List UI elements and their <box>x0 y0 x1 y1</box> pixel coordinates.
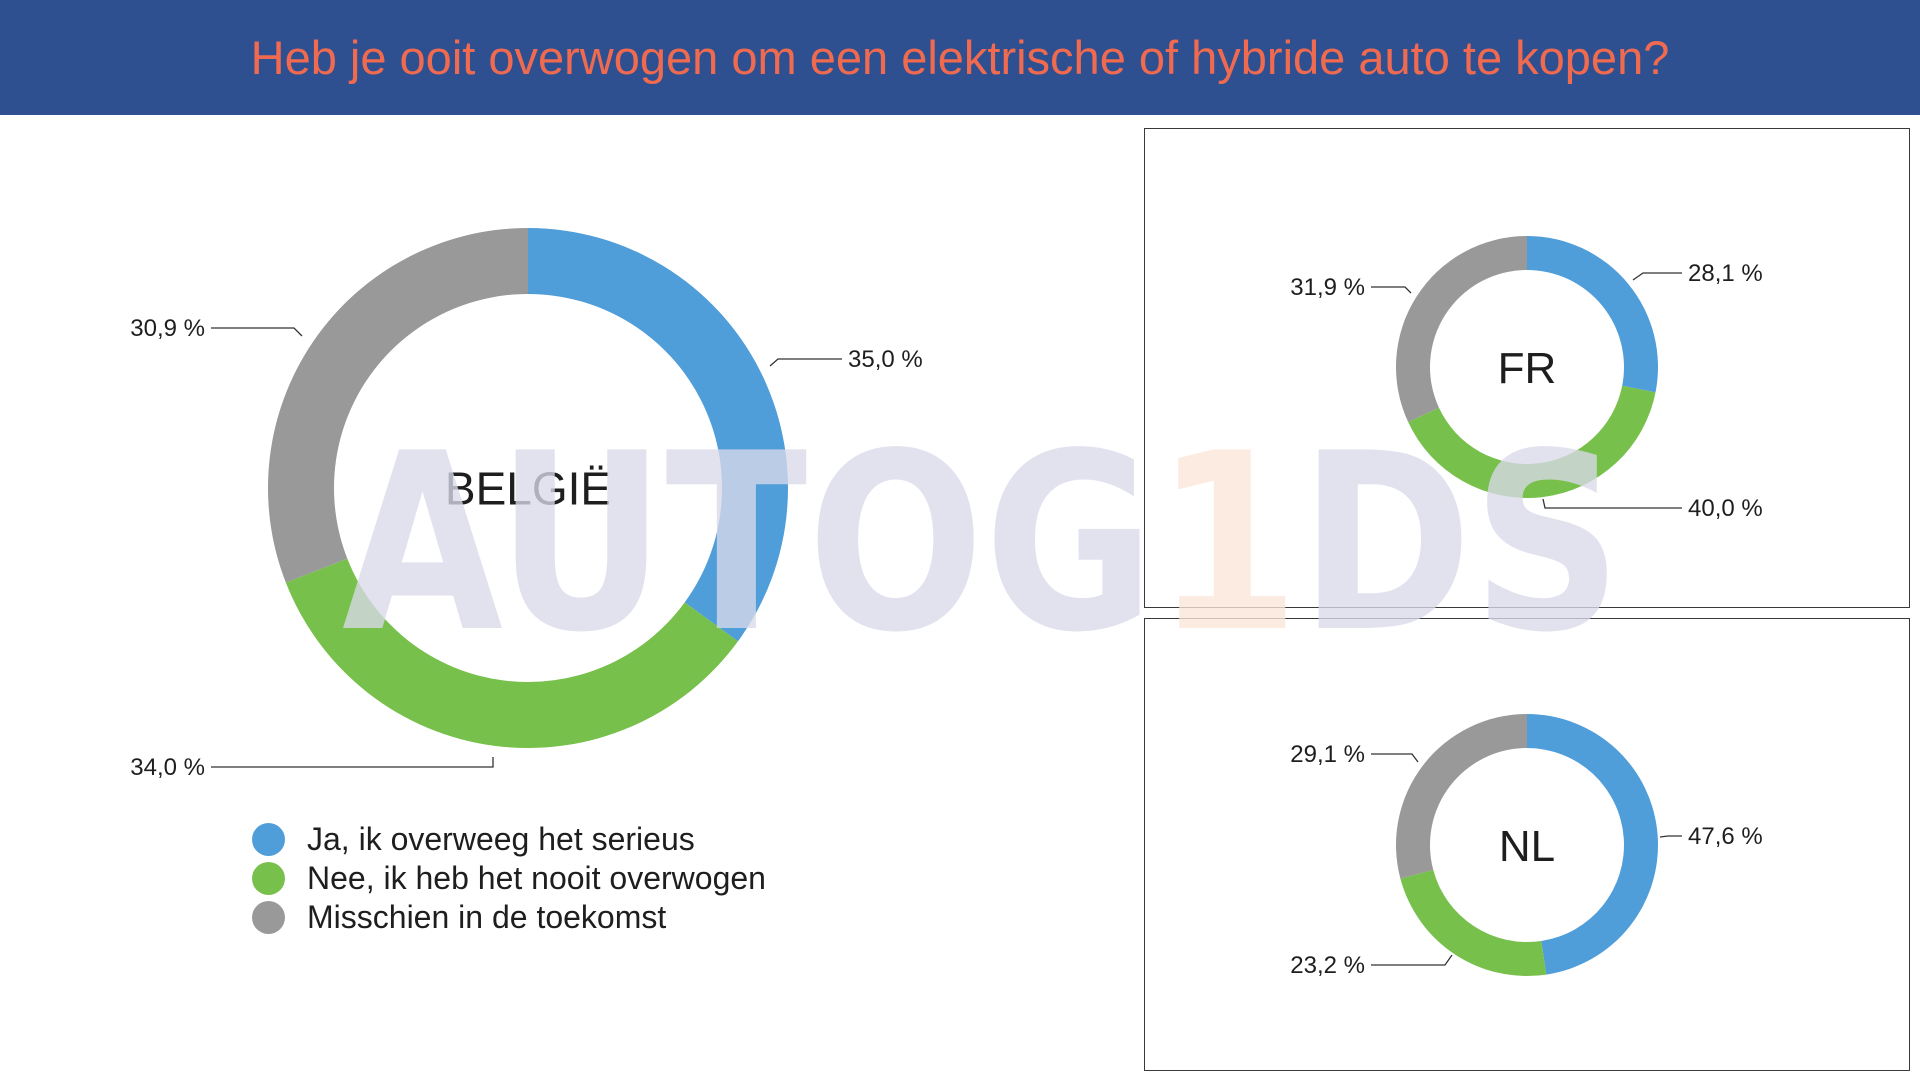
donut-fr-leader-line-nee <box>1542 498 1682 509</box>
panel-nl <box>1144 618 1910 1071</box>
donut-nl-leader-line-ja <box>1659 835 1682 838</box>
donut-belgie-leader-line-misschien <box>211 327 303 337</box>
donut-fr-leader-line-ja <box>1632 272 1682 281</box>
donut-fr-slice-ja <box>1526 236 1658 393</box>
donut-fr-value-label-nee: 40,0 % <box>1688 495 1763 522</box>
donut-belgie-center-label: BELGIË <box>445 463 611 515</box>
donut-nl-value-label-ja: 47,6 % <box>1688 823 1763 850</box>
donut-fr-slice-misschien <box>1396 236 1527 423</box>
panel-fr <box>1144 128 1910 608</box>
donut-belgie-leader-line-nee <box>211 757 494 768</box>
donut-belgie-value-label-ja: 35,0 % <box>848 346 923 373</box>
donut-nl-slice-misschien <box>1396 714 1527 879</box>
donut-nl-leader-line-misschien <box>1371 753 1419 763</box>
legend-label-misschien: Misschien in de toekomst <box>307 899 667 935</box>
legend-label-nee: Nee, ik heb het nooit overwogen <box>307 860 766 896</box>
donut-fr-slice-nee <box>1408 385 1656 498</box>
donut-fr-value-label-ja: 28,1 % <box>1688 260 1763 287</box>
legend-swatch-ja <box>252 823 285 856</box>
page-title: Heb je ooit overwogen om een elektrische… <box>250 31 1670 84</box>
donut-fr-leader-line-misschien <box>1371 286 1412 294</box>
donut-nl-value-label-misschien: 29,1 % <box>1290 741 1365 768</box>
donut-fr-value-label-misschien: 31,9 % <box>1290 274 1365 301</box>
donut-belgie-slice-ja <box>528 228 789 642</box>
legend-swatch-misschien <box>252 901 285 934</box>
donut-belgie-value-label-nee: 34,0 % <box>130 754 205 781</box>
donut-belgie-slice-misschien <box>267 228 528 583</box>
legend-label-ja: Ja, ik overweeg het serieus <box>307 821 695 857</box>
donut-nl-slice-ja <box>1527 714 1659 975</box>
donut-fr-center-label: FR <box>1498 344 1557 393</box>
donut-nl-slice-nee <box>1400 869 1547 976</box>
donut-belgie-slice-nee <box>285 558 739 748</box>
donut-belgie-leader-line-ja <box>769 358 842 367</box>
donut-nl-value-label-nee: 23,2 % <box>1290 952 1365 979</box>
donut-nl-leader-line-nee <box>1371 954 1453 966</box>
header-bar <box>0 0 1920 115</box>
legend-swatch-nee <box>252 862 285 895</box>
donut-belgie-value-label-misschien: 30,9 % <box>130 315 205 342</box>
donut-nl-center-label: NL <box>1499 822 1555 871</box>
